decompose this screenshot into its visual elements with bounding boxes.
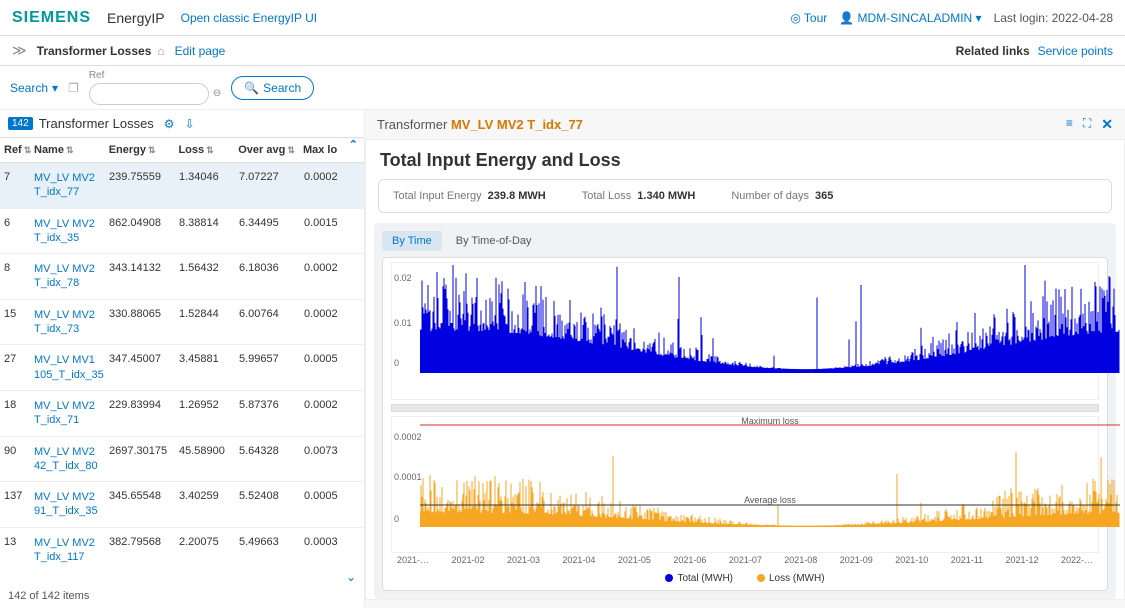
close-icon[interactable]: ✕	[1101, 116, 1113, 133]
table-row[interactable]: 27MV_LV MV1 105_T_idx_35347.450073.45881…	[0, 345, 364, 391]
tab-by-time[interactable]: By Time	[382, 231, 442, 251]
y2-label: 0.0001	[394, 472, 422, 482]
clear-icon[interactable]: ⊖	[213, 88, 221, 99]
download-icon[interactable]: ⇩	[185, 117, 195, 131]
y1-label: 0.02	[394, 273, 412, 283]
detail-title: Transformer MV_LV MV2 T_idx_77	[377, 117, 583, 132]
breadcrumb: Transformer Losses	[37, 44, 152, 58]
ref-label: Ref	[89, 70, 221, 81]
table-row[interactable]: 18MV_LV MV2 T_idx_71229.839941.269525.87…	[0, 391, 364, 437]
scroll-up-icon[interactable]: ⌃	[349, 138, 358, 162]
list-footer: 142 of 142 items	[0, 584, 364, 608]
y2-label: 0	[394, 514, 399, 524]
stats-box: Total Input Energy239.8 MWH Total Loss1.…	[378, 179, 1112, 213]
chevron-icon[interactable]: ≫	[12, 42, 27, 59]
search-button[interactable]: 🔍 Search	[231, 76, 314, 100]
list-title: Transformer Losses	[39, 116, 154, 131]
tab-by-tod[interactable]: By Time-of-Day	[446, 231, 542, 251]
count-badge: 142	[8, 117, 33, 130]
last-login: Last login: 2022-04-28	[994, 11, 1113, 25]
home-icon[interactable]: ⌂	[157, 44, 164, 58]
table-row[interactable]: 13MV_LV MV2 T_idx_117382.795682.200755.4…	[0, 528, 364, 570]
table-row[interactable]: 137MV_LV MV2 91_T_idx_35345.655483.40259…	[0, 482, 364, 528]
y1-label: 0.01	[394, 318, 412, 328]
col-loss[interactable]: Loss⇅	[174, 138, 234, 162]
col-ref[interactable]: Ref⇅	[0, 138, 30, 162]
loss-chart: Maximum loss Average loss	[420, 417, 1120, 527]
table-row[interactable]: 90MV_LV MV2 42_T_idx_802697.3017545.5890…	[0, 437, 364, 483]
table-row[interactable]: 6MV_LV MV2 T_idx_35862.049088.388146.344…	[0, 209, 364, 255]
siemens-logo: SIEMENS	[12, 9, 91, 27]
columns-icon[interactable]: ≡	[1066, 116, 1073, 133]
edit-page-link[interactable]: Edit page	[175, 44, 226, 58]
col-name[interactable]: Name⇅	[30, 138, 105, 162]
chart-title: Total Input Energy and Loss	[366, 140, 1124, 179]
scroll-down-icon[interactable]: ⌄	[0, 570, 364, 584]
tour-link[interactable]: ◎ Tour	[790, 11, 827, 25]
y1-label: 0	[394, 358, 399, 368]
svg-text:Maximum loss: Maximum loss	[741, 417, 799, 426]
product-name: EnergyIP	[107, 10, 165, 26]
y2-label: 0.0002	[394, 432, 422, 442]
gear-icon[interactable]: ⚙	[164, 117, 175, 131]
table-row[interactable]: 7MV_LV MV2 T_idx_77239.755591.340467.072…	[0, 163, 364, 209]
related-links-label: Related links	[956, 44, 1030, 58]
table-row[interactable]: 15MV_LV MV2 T_idx_73330.880651.528446.00…	[0, 300, 364, 346]
service-points-link[interactable]: Service points	[1038, 44, 1113, 58]
table-row[interactable]: 8MV_LV MV2 T_idx_78343.141321.564326.180…	[0, 254, 364, 300]
col-over[interactable]: Over avg⇅	[234, 138, 299, 162]
col-max[interactable]: Max lo	[299, 138, 349, 162]
legend-loss: Loss (MWH)	[757, 573, 825, 584]
copy-icon[interactable]: ❐	[68, 81, 79, 95]
ref-input[interactable]	[89, 83, 209, 105]
legend-total: Total (MWH)	[665, 573, 733, 584]
search-dropdown[interactable]: Search ▾	[10, 81, 58, 95]
expand-icon[interactable]: ⛶	[1083, 116, 1091, 133]
col-energy[interactable]: Energy⇅	[105, 138, 175, 162]
user-menu[interactable]: 👤 MDM-SINCALADMIN ▾	[839, 11, 981, 25]
total-energy-chart	[420, 263, 1120, 373]
svg-text:Average loss: Average loss	[744, 495, 796, 505]
x-axis-labels: 2021-…2021-022021-032021-042021-052021-0…	[391, 553, 1099, 567]
classic-link[interactable]: Open classic EnergyIP UI	[181, 11, 318, 25]
chart-divider	[391, 404, 1099, 412]
